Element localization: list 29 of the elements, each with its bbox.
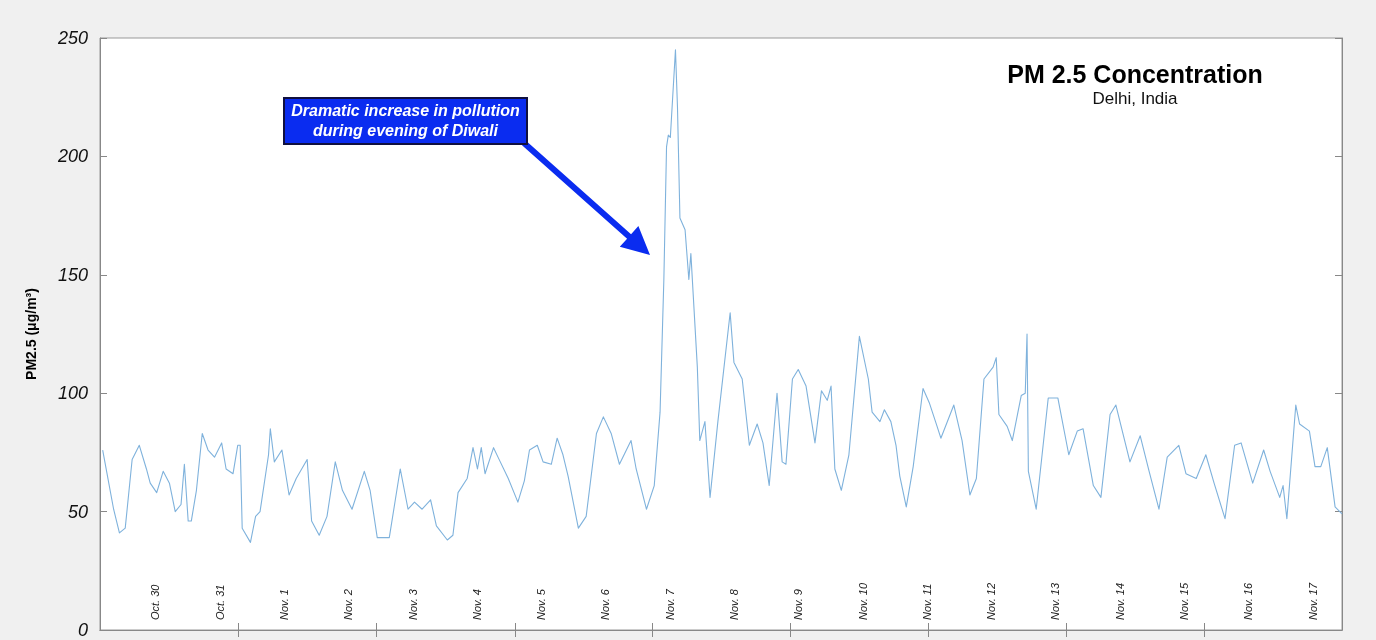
x-tick-label: Nov. 9 [792, 589, 805, 620]
text: PM 2.5 Concentration [1007, 59, 1263, 88]
y-tick-label: 100 [57, 383, 88, 404]
x-tick-label: Nov. 12 [985, 582, 998, 620]
x-tick-label: Nov. 14 [1113, 582, 1126, 620]
x-tick-label: Nov. 7 [663, 588, 676, 620]
x-tick-label: Nov. 3 [406, 588, 419, 620]
x-tick-label: Nov. 2 [342, 589, 355, 620]
x-tick-label: Nov. 8 [727, 588, 740, 620]
x-tick-label: Nov. 16 [1242, 582, 1255, 620]
x-tick-label: Nov. 13 [1049, 582, 1062, 620]
x-tick-label: Oct. 30 [149, 583, 162, 620]
x-tick-label: Nov. 4 [470, 589, 483, 620]
x-tick-label: Oct. 31 [213, 584, 226, 620]
y-tick-label: 50 [67, 501, 88, 522]
x-tick-label: Nov. 15 [1177, 582, 1190, 620]
y-axis-title: PM2.5 (μg/m³) [23, 288, 39, 380]
x-tick-label: Nov. 5 [535, 588, 548, 620]
annotation: Dramatic increase in pollution during evening of Diwali [283, 97, 528, 145]
x-tick-label: Nov. 6 [599, 588, 612, 620]
text: Delhi, India [1092, 89, 1179, 108]
x-tick-label: Nov. 10 [856, 582, 869, 620]
x-tick-label: Nov. 1 [277, 589, 290, 620]
y-tick-label: 250 [56, 28, 88, 48]
x-tick-label: Nov. 17 [1306, 582, 1319, 620]
y-tick-label: 150 [57, 264, 88, 285]
x-tick-label: Nov. 11 [920, 583, 933, 620]
y-tick-label: 0 [77, 620, 88, 640]
y-tick-label: 200 [56, 146, 88, 167]
